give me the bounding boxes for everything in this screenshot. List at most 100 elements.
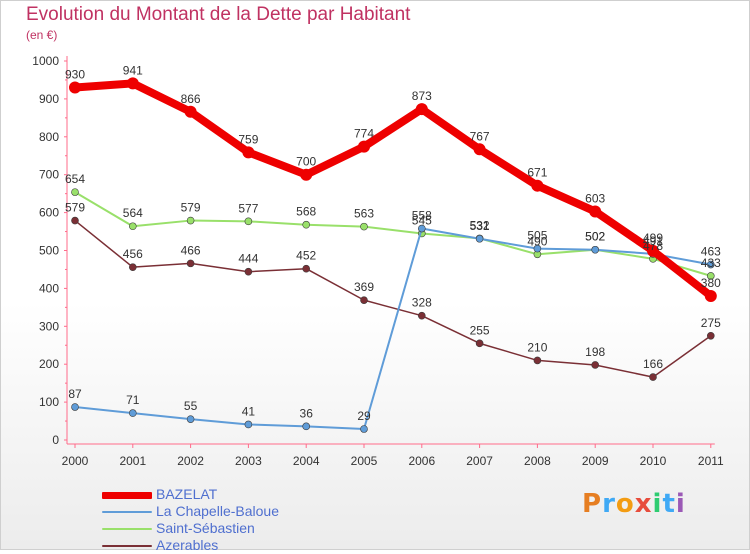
data-label-la-chapelle-baloue: 502: [585, 230, 605, 244]
logo-letter: i: [675, 489, 686, 519]
data-label-azerables: 166: [643, 357, 663, 371]
data-point-azerables: [71, 216, 79, 225]
data-point-la-chapelle-baloue: [302, 422, 311, 431]
data-point-azerables: [706, 331, 715, 340]
data-point-la-chapelle-baloue: [129, 409, 137, 417]
data-point-la-chapelle-baloue: [706, 260, 715, 269]
data-point-saint-sebastien: [129, 222, 137, 231]
data-label-azerables: 456: [123, 247, 143, 261]
data-point-bazelat: [358, 140, 370, 153]
x-tick-label: 2008: [524, 454, 551, 468]
data-label-azerables: 255: [470, 323, 490, 337]
x-tick-label: 2005: [351, 454, 378, 468]
data-label-azerables: 444: [238, 252, 258, 266]
data-label-la-chapelle-baloue: 41: [242, 404, 256, 418]
x-tick-label: 2001: [119, 454, 146, 468]
data-point-azerables: [302, 264, 311, 273]
data-point-azerables: [417, 311, 426, 320]
series-line-azerables: [74, 219, 712, 378]
data-point-bazelat: [589, 205, 602, 218]
data-label-bazelat: 759: [238, 132, 258, 146]
data-label-saint-sebastien: 564: [123, 206, 143, 220]
data-label-la-chapelle-baloue: 55: [184, 399, 198, 413]
y-tick-label: 1000: [32, 54, 59, 68]
series-line-la-chapelle-baloue: [74, 227, 712, 431]
x-tick-label: 2011: [698, 454, 724, 468]
data-label-saint-sebastien: 563: [354, 207, 374, 221]
logo-letter: x: [634, 489, 653, 519]
y-tick-label: 100: [39, 395, 59, 409]
y-tick-label: 0: [52, 433, 59, 447]
y-tick-label: 500: [39, 244, 59, 258]
data-point-la-chapelle-baloue: [475, 234, 484, 243]
data-point-bazelat: [300, 168, 313, 181]
data-point-bazelat: [647, 244, 659, 257]
data-point-saint-sebastien: [244, 217, 253, 226]
data-label-saint-sebastien: 568: [296, 205, 316, 219]
data-label-azerables: 452: [296, 249, 316, 263]
data-label-azerables: 210: [527, 340, 547, 354]
series-line-bazelat: [71, 79, 715, 300]
chart-title: Evolution du Montant de la Dette par Hab…: [26, 4, 411, 25]
data-point-saint-sebastien: [186, 216, 195, 225]
data-point-azerables: [360, 296, 368, 304]
data-point-saint-sebastien: [706, 272, 715, 280]
data-point-azerables: [244, 267, 253, 276]
y-tick-label: 300: [39, 319, 59, 333]
legend-label: BAZELAT: [156, 486, 218, 502]
data-label-bazelat: 774: [354, 127, 374, 141]
data-point-bazelat: [242, 146, 255, 159]
data-label-bazelat: 767: [470, 129, 490, 143]
data-label-saint-sebastien: 579: [181, 201, 201, 215]
logo-letter: t: [662, 489, 676, 519]
data-label-saint-sebastien: 532: [470, 218, 490, 232]
data-point-azerables: [533, 356, 542, 365]
data-label-saint-sebastien: 502: [585, 230, 605, 244]
data-label-saint-sebastien: 654: [65, 172, 85, 186]
data-label-bazelat: 671: [527, 166, 547, 180]
logo-letter: o: [615, 489, 635, 519]
data-label-la-chapelle-baloue: 505: [527, 229, 547, 243]
data-label-saint-sebastien: 478: [643, 239, 663, 253]
data-label-saint-sebastien: 577: [238, 201, 258, 215]
data-label-bazelat: 941: [123, 63, 143, 77]
data-label-azerables: 275: [701, 316, 721, 330]
data-label-la-chapelle-baloue: 71: [126, 393, 140, 407]
data-point-bazelat: [415, 103, 428, 116]
data-label-bazelat: 873: [412, 89, 432, 103]
data-label-saint-sebastien: 490: [527, 234, 547, 248]
x-tick-label: 2000: [62, 454, 89, 468]
data-point-bazelat: [184, 105, 197, 118]
data-label-la-chapelle-baloue: 29: [357, 409, 371, 423]
data-point-la-chapelle-baloue: [360, 425, 368, 433]
x-tick-label: 2009: [582, 454, 609, 468]
data-point-la-chapelle-baloue: [71, 403, 79, 411]
y-tick-label: 200: [39, 357, 59, 371]
data-label-azerables: 198: [585, 345, 605, 359]
data-label-la-chapelle-baloue: 531: [470, 219, 490, 233]
x-tick-label: 2003: [235, 454, 262, 468]
y-tick-label: 600: [39, 206, 59, 220]
proxiti-logo: Proxiti: [582, 489, 686, 519]
y-tick-label: 700: [39, 168, 59, 182]
data-label-bazelat: 700: [296, 155, 316, 169]
data-label-saint-sebastien: 545: [412, 213, 432, 227]
data-label-azerables: 466: [181, 243, 201, 257]
y-tick-label: 800: [39, 130, 59, 144]
data-point-bazelat: [126, 77, 139, 90]
data-label-azerables: 579: [65, 201, 85, 215]
data-label-bazelat: 930: [65, 68, 85, 82]
chart-unit-label: (en €): [26, 28, 58, 42]
data-point-la-chapelle-baloue: [417, 224, 426, 233]
data-point-bazelat: [473, 143, 486, 156]
data-point-la-chapelle-baloue: [533, 244, 542, 253]
data-point-la-chapelle-baloue: [591, 245, 600, 254]
data-label-azerables: 328: [412, 296, 432, 310]
y-tick-label: 400: [39, 281, 59, 295]
data-label-la-chapelle-baloue: 463: [701, 245, 721, 259]
x-tick-label: 2004: [293, 454, 320, 468]
data-label-bazelat: 866: [181, 92, 201, 106]
legend-label: Azerables: [156, 537, 219, 553]
data-point-azerables: [129, 263, 137, 271]
